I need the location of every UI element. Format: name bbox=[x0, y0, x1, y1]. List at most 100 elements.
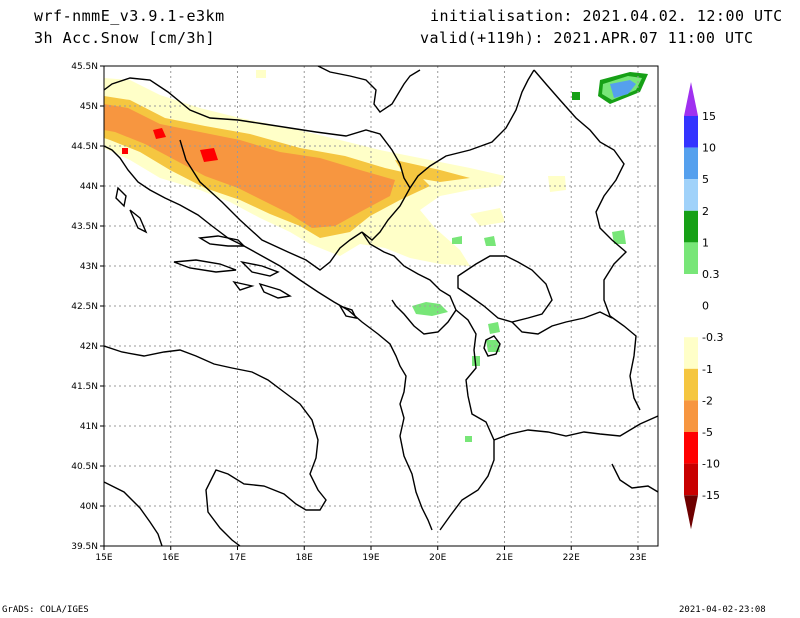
legend-label: 5 bbox=[702, 173, 709, 186]
lat-tick-label: 42.5N bbox=[71, 302, 98, 312]
island bbox=[129, 209, 148, 234]
legend-color-box bbox=[684, 400, 698, 432]
lon-tick-label: 16E bbox=[162, 553, 179, 563]
snow-cell-green bbox=[486, 340, 500, 352]
snow-cell-green bbox=[465, 436, 472, 442]
island bbox=[115, 186, 127, 208]
lat-tick-label: 40.5N bbox=[71, 462, 98, 472]
lon-tick-label: 20E bbox=[429, 553, 446, 563]
albania-lake bbox=[483, 335, 501, 357]
island bbox=[338, 304, 358, 319]
lat-tick-label: 41.5N bbox=[71, 382, 98, 392]
legend-color-box bbox=[684, 147, 698, 180]
grads-credit: GrADS: COLA/IGES bbox=[2, 605, 89, 615]
lon-axis: 15E 16E 17E 18E 19E 20E 21E 22E 23E bbox=[95, 546, 647, 563]
legend-label: -2 bbox=[702, 394, 713, 407]
legend-color-box bbox=[684, 463, 698, 496]
lat-tick-label: 45.5N bbox=[71, 62, 98, 72]
lat-tick-label: 41N bbox=[80, 422, 98, 432]
island bbox=[258, 282, 292, 299]
island bbox=[239, 260, 280, 277]
lat-tick-label: 45N bbox=[80, 102, 98, 112]
lon-tick-label: 23E bbox=[629, 553, 646, 563]
lon-tick-label: 21E bbox=[496, 553, 513, 563]
snow-cell-blue bbox=[610, 80, 636, 98]
snow-core-red bbox=[200, 148, 218, 162]
legend-color-box bbox=[684, 432, 698, 464]
albania-east-border bbox=[439, 309, 495, 531]
snow-core-red bbox=[153, 128, 166, 139]
snow-core-red bbox=[122, 148, 128, 154]
romania-border bbox=[533, 69, 641, 411]
legend-label: -10 bbox=[702, 458, 720, 471]
legend-color-box bbox=[684, 116, 698, 148]
grid-lines bbox=[104, 66, 658, 546]
snow-cell-green bbox=[412, 302, 448, 316]
variable-title: 3h Acc.Snow [cm/3h] bbox=[34, 29, 216, 47]
greece-coast bbox=[611, 463, 658, 493]
greece-north-border bbox=[493, 415, 658, 441]
lon-tick-label: 18E bbox=[296, 553, 313, 563]
lat-tick-label: 44N bbox=[80, 182, 98, 192]
snow-cell-green bbox=[488, 322, 500, 334]
serbia-bosnia-border bbox=[361, 187, 411, 241]
snow-cell-green bbox=[484, 236, 496, 246]
legend-label: 15 bbox=[702, 110, 716, 123]
italy-coastline bbox=[104, 345, 327, 546]
lon-tick-label: 22E bbox=[563, 553, 580, 563]
lat-tick-label: 43.5N bbox=[71, 222, 98, 232]
render-timestamp: 2021-04-02-23:08 bbox=[679, 605, 766, 615]
valid-time: valid(+119h): 2021.APR.07 11:00 UTC bbox=[420, 29, 754, 47]
legend-label: 1 bbox=[702, 236, 709, 249]
snow-band-darkorange bbox=[104, 104, 395, 228]
legend-bottom-arrow bbox=[684, 495, 698, 530]
legend-label: 10 bbox=[702, 142, 716, 155]
legend-color-box bbox=[684, 242, 698, 274]
snow-band-orange bbox=[395, 160, 470, 182]
montenegro-border bbox=[361, 231, 457, 335]
serbia-east-border bbox=[409, 69, 535, 189]
legend-label: -15 bbox=[702, 489, 720, 502]
snow-cell-green bbox=[472, 356, 480, 366]
lat-tick-label: 40N bbox=[80, 502, 98, 512]
snow-cell-green bbox=[612, 230, 626, 244]
lat-axis: 45.5N 45N 44.5N 44N 43.5N 43N 42.5N 42N 41.5N 41N… bbox=[71, 62, 104, 552]
island bbox=[197, 235, 246, 247]
bosnia-south-border bbox=[179, 139, 363, 271]
color-legend: 15 10 5 2 1 0.3 0 -0.3 -1 -2 -5 -10 -15 bbox=[684, 82, 723, 530]
croatia-bosnia-border bbox=[104, 77, 411, 189]
legend-color-box bbox=[684, 337, 698, 369]
lat-tick-label: 43N bbox=[80, 262, 98, 272]
map-lines bbox=[104, 66, 658, 546]
lat-tick-label: 42N bbox=[80, 342, 98, 352]
legend-label: -1 bbox=[702, 363, 713, 376]
lat-tick-label: 44.5N bbox=[71, 142, 98, 152]
legend-label: -0.3 bbox=[702, 331, 723, 344]
island bbox=[173, 259, 237, 273]
italy-heel bbox=[104, 481, 163, 546]
island bbox=[232, 280, 255, 291]
snow-patch-light bbox=[470, 208, 505, 226]
legend-color-box bbox=[684, 179, 698, 211]
lat-tick-label: 39.5N bbox=[71, 542, 98, 552]
lon-tick-label: 15E bbox=[95, 553, 112, 563]
lon-tick-label: 17E bbox=[229, 553, 246, 563]
lon-tick-label: 19E bbox=[362, 553, 379, 563]
north-border bbox=[317, 66, 421, 113]
legend-label: 0.3 bbox=[702, 268, 720, 281]
legend-color-box bbox=[684, 305, 698, 338]
snow-patch-light bbox=[548, 176, 566, 192]
legend-label: 2 bbox=[702, 205, 709, 218]
legend-top-arrow bbox=[684, 82, 698, 116]
snow-cell-light bbox=[256, 70, 266, 78]
legend-color-box bbox=[684, 210, 698, 243]
macedonia-border bbox=[511, 311, 613, 335]
snow-cell-green bbox=[452, 236, 462, 244]
legend-color-box bbox=[684, 274, 698, 306]
legend-label: 0 bbox=[702, 300, 709, 313]
legend-label: -5 bbox=[702, 426, 713, 439]
legend-color-box bbox=[684, 368, 698, 401]
snow-cell-green bbox=[572, 92, 580, 100]
init-time: initialisation: 2021.04.02. 12:00 UTC bbox=[430, 7, 783, 25]
